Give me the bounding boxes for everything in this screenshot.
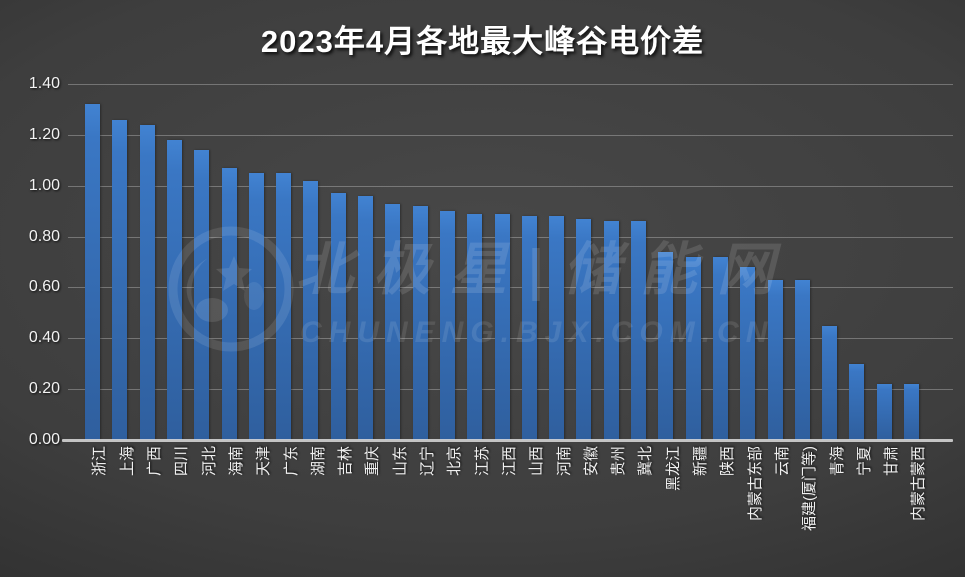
bar	[521, 216, 537, 440]
y-tick-label: 1.00	[28, 176, 60, 194]
bar	[849, 363, 865, 440]
x-category-label: 内蒙古东部	[746, 446, 764, 522]
x-category-label: 安徽	[582, 446, 600, 477]
x-category-label: 新疆	[692, 446, 710, 477]
x-category-label: 山东	[391, 446, 409, 477]
bar	[194, 150, 210, 440]
bar	[358, 195, 373, 440]
x-category-label: 青海	[828, 446, 846, 477]
x-category-label: 陕西	[719, 446, 737, 477]
x-category-label: 河南	[555, 446, 573, 477]
bar	[822, 325, 838, 440]
x-category-label: 天津	[255, 446, 273, 477]
bar	[221, 167, 237, 440]
x-category-label: 宁夏	[855, 446, 873, 477]
gridline	[68, 287, 953, 289]
x-category-label: 甘肃	[883, 446, 901, 477]
x-category-label: 江苏	[473, 446, 491, 477]
bar	[904, 384, 919, 440]
gridline	[68, 338, 953, 340]
x-category-label: 北京	[446, 446, 464, 477]
gridline	[68, 236, 953, 238]
bar	[876, 384, 892, 440]
bar	[139, 124, 155, 440]
gridline	[68, 185, 953, 187]
bar	[576, 218, 592, 440]
bar	[685, 256, 701, 440]
bar	[603, 221, 619, 440]
x-category-label: 上海	[118, 446, 136, 477]
x-category-label: 辽宁	[419, 446, 437, 477]
bar	[166, 139, 182, 440]
x-category-label: 湖南	[309, 446, 327, 477]
x-category-label: 冀北	[637, 446, 655, 477]
x-category-label: 贵州	[610, 446, 628, 477]
x-axis-labels: 浙江 上海 广西 四川 河北 海南 天津 广东 湖南 吉林 重庆 山东 辽宁 北京 江苏 江西 山西 河南 安徽 贵州…	[68, 440, 953, 577]
x-category-label: 四川	[173, 446, 191, 477]
x-category-label: 江西	[501, 446, 518, 477]
y-tick-label: 0.00	[28, 431, 60, 448]
bar	[467, 213, 483, 440]
chart-title: 2023年4月各地最大峰谷电价差	[260, 24, 705, 59]
x-category-label: 云南	[774, 446, 791, 477]
x-category-label: 吉林	[337, 446, 355, 477]
bar	[276, 173, 292, 440]
bar	[385, 203, 401, 440]
bar	[412, 206, 428, 440]
x-category-label: 山西	[528, 446, 546, 477]
gridline	[68, 389, 953, 391]
y-tick-label: 0.20	[28, 380, 60, 398]
y-tick-label: 0.40	[28, 329, 60, 347]
y-tick-label: 0.80	[28, 227, 60, 245]
x-category-label: 河北	[200, 446, 218, 477]
bar	[712, 256, 728, 440]
bar	[767, 279, 783, 440]
bar	[658, 251, 674, 440]
x-category-label: 广东	[282, 446, 300, 477]
gridline	[68, 134, 953, 136]
bar	[494, 213, 510, 440]
x-category-label: 浙江	[91, 446, 109, 477]
x-category-label: 广西	[146, 446, 164, 477]
bar	[330, 193, 346, 440]
bar	[248, 173, 264, 440]
bar	[549, 216, 565, 440]
plot-area: 0.00 0.20 0.40 0.60 0.80 1.00 1.20 1.40	[29, 75, 953, 448]
bar	[631, 221, 646, 440]
bar	[439, 211, 455, 440]
y-tick-label: 1.20	[28, 125, 60, 143]
y-tick-label: 0.60	[28, 278, 60, 296]
bar	[794, 279, 810, 440]
bar	[740, 267, 756, 440]
gridline	[68, 84, 953, 85]
x-category-label: 海南	[228, 446, 245, 477]
bar	[303, 180, 319, 440]
x-category-label: 福建(厦门等)	[801, 446, 819, 531]
y-tick-label: 1.40	[28, 75, 60, 92]
x-category-label: 黑龙江	[664, 446, 682, 492]
bar	[112, 119, 128, 440]
x-category-label: 内蒙古蒙西	[910, 446, 928, 522]
x-category-label: 重庆	[364, 446, 382, 477]
bar	[85, 104, 100, 440]
x-axis-line	[62, 439, 953, 442]
